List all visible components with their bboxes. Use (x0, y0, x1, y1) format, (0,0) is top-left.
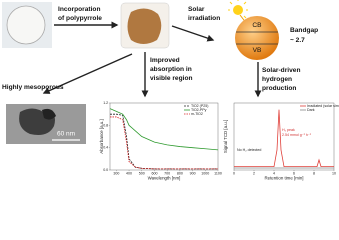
step-label: hydrogen (262, 76, 292, 83)
y-tick-label: 0.4 (103, 146, 108, 150)
step-label: of polypyrrole (58, 15, 102, 22)
bandgap-label: Bandgap (290, 27, 318, 34)
annotation: 2.54 mmol g⁻¹ h⁻¹ (282, 133, 312, 137)
series-line (234, 109, 334, 168)
cb-label: CB (252, 22, 262, 29)
arrow (171, 25, 215, 42)
series-line (109, 108, 219, 151)
x-tick-label: 6 (293, 171, 295, 175)
step-label: absorption in (150, 66, 192, 73)
x-tick-label: 4 (273, 171, 275, 175)
x-tick-label: 300 (113, 171, 119, 175)
step-label: irradiation (188, 15, 220, 22)
step-label: Highly mesoporous (2, 84, 64, 91)
tio2-powder (6, 5, 46, 45)
scale-label: 60 nm (57, 131, 75, 138)
step-label: visible region (150, 75, 193, 82)
x-tick-label: 800 (177, 171, 183, 175)
annotation: No H₂ detected (237, 148, 261, 152)
x-tick-label: 700 (164, 171, 170, 175)
y-tick-label: 0.8 (103, 123, 108, 127)
x-tick-label: 400 (126, 171, 132, 175)
step-label: Solar (188, 6, 205, 13)
x-tick-label: 1000 (201, 171, 209, 175)
sun-rays (228, 0, 248, 19)
x-tick-label: 500 (139, 171, 145, 175)
x-tick-label: 900 (190, 171, 196, 175)
vb-label: VB (253, 47, 262, 54)
y-axis-label: Signal TCD [a.u.] (223, 120, 228, 153)
y-tick-label: 0.0 (103, 168, 108, 172)
step-label: Solar-driven (262, 67, 300, 74)
legend-label: Dark (307, 108, 315, 112)
tem-particle (42, 108, 56, 120)
step-label: Improved (150, 57, 180, 64)
x-tick-label: 2 (253, 171, 255, 175)
annotation: H₂ peak (282, 128, 295, 132)
y-axis-label: Absorbance [a.u.] (99, 119, 104, 153)
legend-label: m-TiO2 (191, 112, 203, 116)
x-tick-label: 1100 (214, 171, 222, 175)
arrow (42, 53, 133, 94)
x-tick-label: 10 (332, 171, 336, 175)
bandgap-label: ~ 2.7 (290, 37, 305, 44)
plot-frame (233, 102, 335, 171)
x-axis-label: Wavelength [nm] (148, 176, 181, 181)
y-tick-label: 1.2 (103, 101, 108, 105)
x-axis-label: Retention time [min] (264, 176, 303, 181)
step-label: production (262, 85, 296, 92)
x-tick-label: 600 (151, 171, 157, 175)
semiconductor-sphere (235, 16, 279, 60)
x-tick-label: 8 (313, 171, 315, 175)
series-line (110, 116, 218, 170)
legend-label: Irradiated (solar simulator) (307, 104, 339, 108)
legend-label: TiO2 (P25) (191, 104, 208, 108)
ppy-powder (127, 8, 162, 45)
step-label: Incorporation (58, 6, 101, 13)
legend-label: TiO2-PPy (191, 108, 207, 112)
graphical-abstract: CB VB Incorporation of polypyrrole Solar… (2, 0, 339, 181)
x-tick-label: 0 (233, 171, 235, 175)
sun (233, 5, 243, 15)
plot-frame (109, 102, 219, 171)
